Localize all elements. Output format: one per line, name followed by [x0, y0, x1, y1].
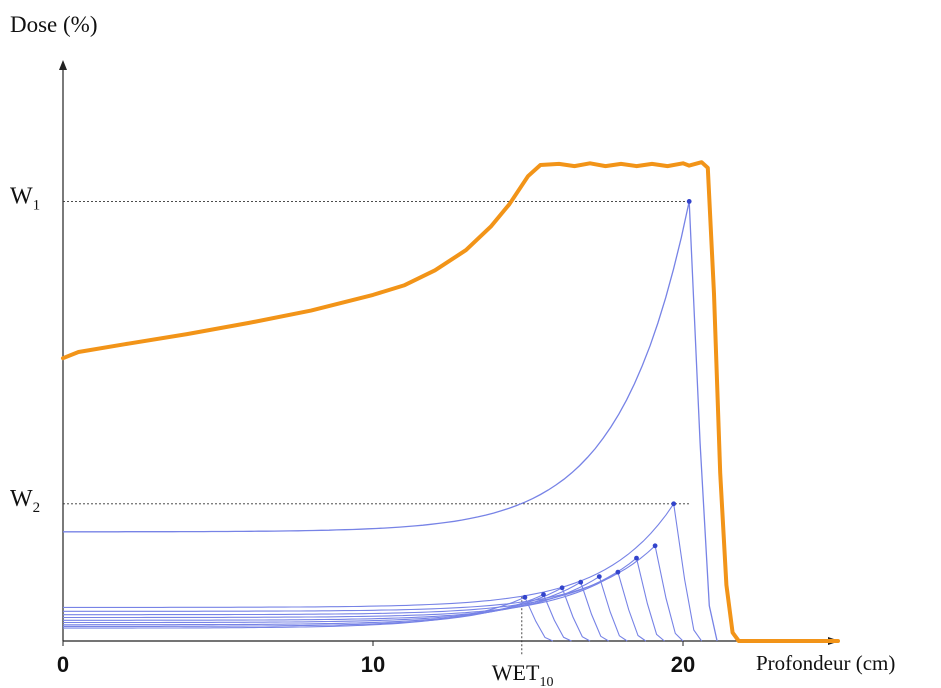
- wet-label: WET10: [492, 660, 554, 688]
- x-axis-label: Profondeur (cm): [756, 651, 895, 675]
- level-label: W1: [10, 183, 40, 213]
- peak-marker: [671, 501, 677, 507]
- pristine-peak-curve: [63, 575, 628, 642]
- peak-marker: [578, 579, 584, 585]
- pristine-peak-curve: [63, 502, 703, 642]
- peak-marker: [652, 543, 658, 549]
- pristine-peak-curve: [63, 571, 647, 642]
- peak-marker: [686, 199, 692, 204]
- pristine-peak-curve: [63, 544, 684, 642]
- pristine-peak-curve: [63, 201, 718, 642]
- pristine-peak-curve: [63, 593, 572, 642]
- level-label: W2: [10, 486, 40, 516]
- peak-marker: [522, 594, 528, 600]
- peak-marker: [541, 592, 546, 597]
- x-tick-label: 20: [671, 652, 695, 677]
- x-tick-label: 0: [57, 652, 69, 677]
- y-axis-arrow: [59, 60, 67, 70]
- peak-marker: [559, 585, 565, 591]
- peak-marker: [634, 555, 639, 561]
- peak-marker: [615, 569, 621, 575]
- sobp-curve: [61, 160, 840, 643]
- peak-marker: [596, 574, 602, 579]
- pristine-peak-curve: [63, 557, 665, 642]
- y-axis-label: Dose (%): [10, 12, 98, 37]
- pristine-peak-curve: [63, 596, 554, 642]
- pristine-peak-curve: [63, 581, 609, 642]
- x-tick-label: 10: [361, 652, 385, 677]
